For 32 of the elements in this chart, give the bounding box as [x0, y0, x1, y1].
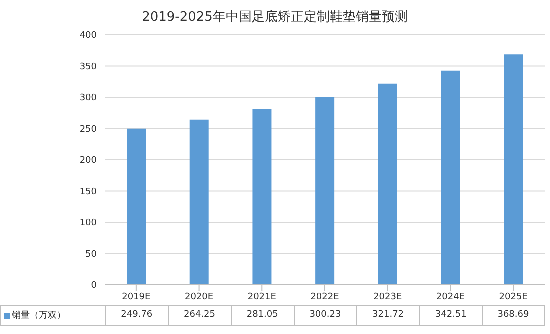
legend-label: 销量（万双） [12, 310, 66, 322]
bar [316, 97, 335, 285]
x-tick-label: 2025E [499, 292, 528, 302]
x-tick-label: 2023E [374, 292, 402, 302]
y-tick-label: 150 [80, 187, 98, 198]
data-label: 300.23 [294, 306, 356, 325]
y-tick-label: 0 [91, 281, 98, 292]
y-tick-label: 50 [86, 250, 98, 260]
data-label: 264.25 [168, 306, 231, 325]
y-tick-label: 300 [80, 94, 98, 104]
y-tick-label: 350 [80, 62, 98, 72]
data-label: 249.76 [105, 306, 168, 325]
bar [378, 84, 398, 285]
y-tick-label: 250 [80, 124, 98, 135]
data-label: 368.69 [482, 306, 545, 325]
bar [127, 128, 146, 285]
y-tick-label: 100 [80, 218, 98, 229]
bar [190, 120, 209, 285]
bar [504, 54, 524, 285]
x-tick-label: 2021E [248, 292, 277, 302]
bar [252, 109, 272, 285]
data-label: 281.05 [230, 306, 294, 325]
x-tick-label: 2020E [184, 292, 214, 302]
x-tick-label: 2022E [310, 292, 340, 302]
bar [441, 70, 460, 285]
chart-title: 2019-2025年中国足底矫正定制鞋垫销量预测 [141, 9, 409, 26]
x-tick-label: 2024E [436, 292, 466, 302]
y-tick-label: 200 [80, 156, 98, 166]
data-label: 342.51 [419, 306, 482, 325]
x-tick-label: 2019E [122, 292, 152, 302]
data-label: 321.72 [356, 306, 420, 325]
y-tick-label: 400 [80, 31, 98, 42]
